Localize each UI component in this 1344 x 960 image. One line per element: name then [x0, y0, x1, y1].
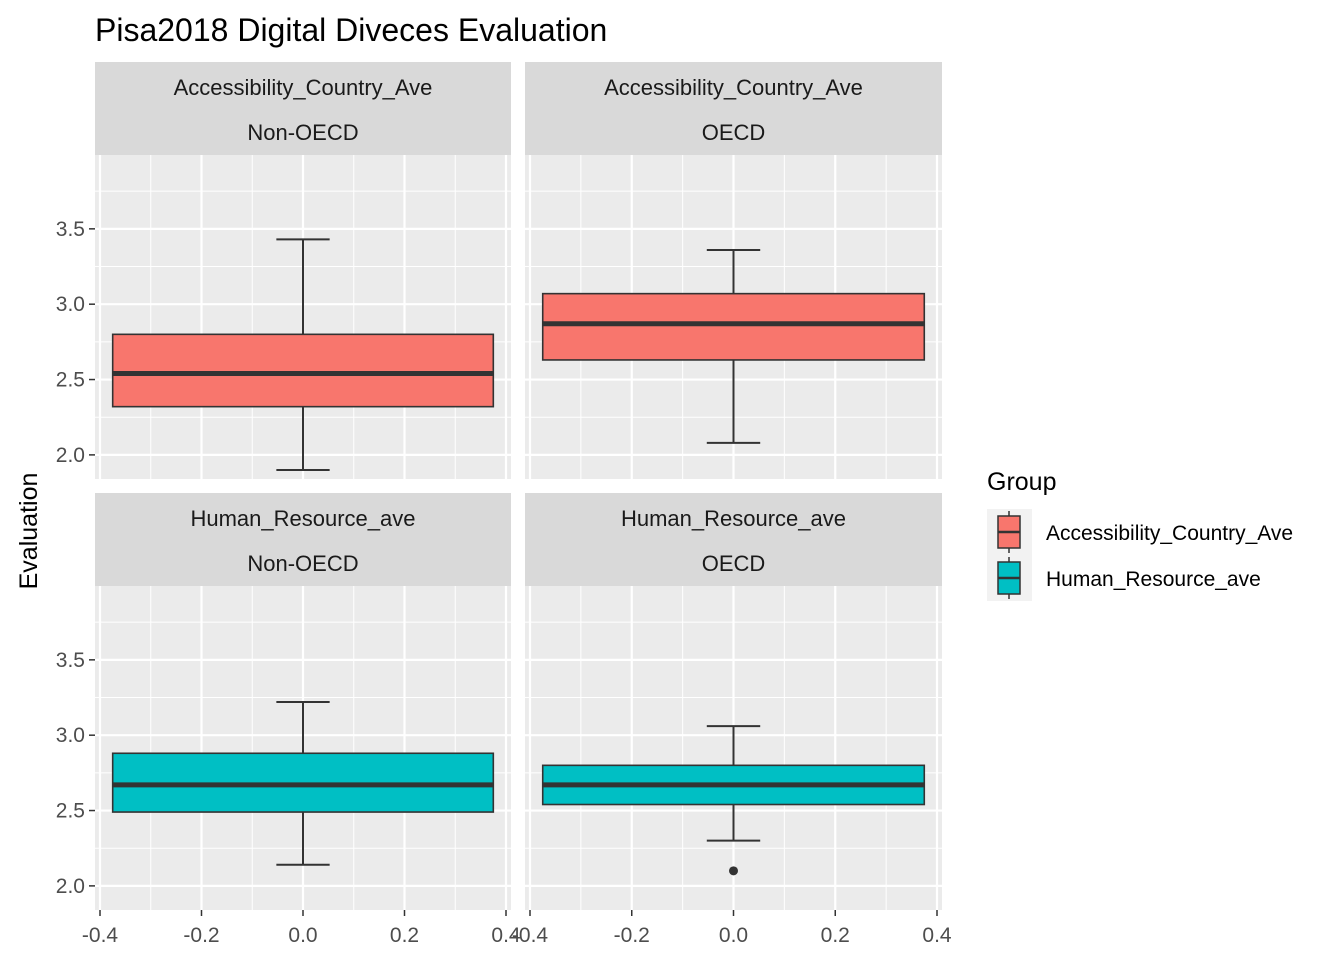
x-tick-label: 0.4: [922, 924, 952, 947]
legend-title: Group: [987, 468, 1056, 496]
legend-item: Human_Resource_ave: [987, 555, 1261, 601]
box: [111, 333, 495, 408]
y-tick-label: 2.0: [56, 875, 85, 898]
y-tick-label: 3.0: [56, 293, 85, 316]
strip-label-group: Human_Resource_ave: [190, 506, 415, 531]
strip-label-group: Accessibility_Country_Ave: [604, 75, 863, 100]
y-tick-label: 3.5: [56, 218, 85, 241]
x-tick-label: 0.2: [390, 924, 419, 947]
strip-label-membership: OECD: [702, 551, 766, 576]
x-tick-label: 0.0: [719, 924, 748, 947]
y-tick-label: 2.5: [56, 800, 85, 823]
strip-label-group: Accessibility_Country_Ave: [174, 75, 433, 100]
facet-strip: [95, 62, 511, 155]
strip-label-membership: Non-OECD: [247, 551, 358, 576]
facet-panel: Human_Resource_ave OECD -0.4 -0.2 0.0 0.2 0.4: [512, 493, 952, 947]
strip-label-group: Human_Resource_ave: [621, 506, 846, 531]
x-tick-label: 0.4: [491, 924, 521, 947]
legend: Group Accessibility_Country_Ave Human_Reso…: [987, 468, 1293, 601]
x-tick-label: -0.2: [614, 924, 650, 947]
strip-label-membership: OECD: [702, 120, 766, 145]
x-tick-label: 0.2: [821, 924, 850, 947]
facet-panel: Accessibility_Country_Ave OECD: [525, 62, 942, 479]
y-tick-label: 3.5: [56, 649, 85, 672]
x-tick-label: 0.0: [288, 924, 317, 947]
strip-label-membership: Non-OECD: [247, 120, 358, 145]
x-tick-label: -0.4: [512, 924, 549, 947]
outlier-point: [729, 866, 738, 876]
legend-label: Accessibility_Country_Ave: [1046, 522, 1293, 545]
y-tick-label: 3.0: [56, 724, 85, 747]
facet-strip: [525, 62, 942, 155]
y-tick-label: 2.5: [56, 369, 85, 392]
facet-strip: [95, 493, 511, 586]
facet-panel: Human_Resource_ave Non-OECD 2.0 2.5 3.0 3.5 -0…: [56, 493, 521, 947]
y-axis-title: Evaluation: [15, 473, 43, 590]
facet-panel: Accessibility_Country_Ave Non-OECD 2.0 2.5 3…: [56, 62, 511, 479]
box: [541, 292, 926, 361]
chart-title: Pisa2018 Digital Diveces Evaluation: [95, 12, 607, 48]
facet-strip: [525, 493, 942, 586]
legend-label: Human_Resource_ave: [1046, 568, 1261, 591]
y-tick-label: 2.0: [56, 444, 85, 467]
x-tick-label: -0.4: [82, 924, 119, 947]
legend-item: Accessibility_Country_Ave: [987, 509, 1293, 555]
facet-panels: Accessibility_Country_Ave Non-OECD 2.0 2.5 3…: [56, 62, 952, 947]
x-tick-label: -0.2: [183, 924, 219, 947]
